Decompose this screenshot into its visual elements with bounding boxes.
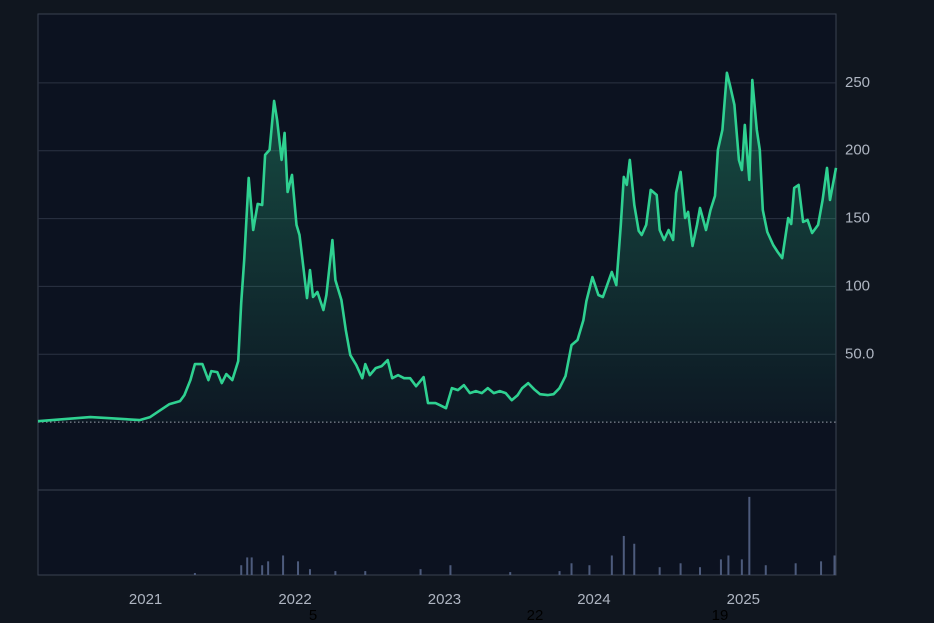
y-tick-label: 250: [845, 74, 870, 91]
bottom-label: 22: [527, 607, 544, 623]
volume-bar: [282, 555, 285, 575]
volume-bar: [820, 561, 823, 575]
volume-bar: [699, 567, 702, 575]
x-tick-label: 2023: [428, 591, 461, 608]
x-tick-label: 2022: [278, 591, 311, 608]
bottom-label: 5: [309, 607, 317, 623]
volume-bar: [240, 565, 243, 575]
volume-bar: [794, 563, 797, 575]
volume-bar: [658, 567, 661, 575]
x-tick-label: 2021: [129, 591, 162, 608]
x-tick-label: 2025: [727, 591, 760, 608]
volume-bar: [261, 565, 264, 575]
volume-bar: [250, 557, 253, 575]
volume-bar: [297, 561, 300, 575]
volume-bar: [449, 565, 452, 575]
volume-bar: [633, 543, 636, 575]
volume-bar: [558, 571, 561, 575]
volume-bar: [334, 571, 337, 575]
y-tick-label: 50.0: [845, 345, 874, 362]
volume-bar: [193, 573, 196, 575]
volume-bar: [727, 555, 730, 575]
y-tick-label: 100: [845, 277, 870, 294]
volume-bar: [267, 561, 270, 575]
bottom-label: 19: [712, 607, 729, 623]
y-tick-label: 200: [845, 142, 870, 159]
volume-bar: [308, 569, 311, 575]
volume-bar: [833, 555, 836, 575]
volume-bar: [764, 565, 767, 575]
volume-bar: [740, 559, 743, 575]
volume-bar: [364, 571, 367, 575]
price-area: [38, 72, 836, 423]
volume-bar: [509, 572, 512, 575]
y-tick-label: 150: [845, 210, 870, 227]
volume-bar: [748, 496, 751, 575]
volume-bar: [588, 565, 591, 575]
volume-bar: [419, 569, 422, 575]
price-line: [37, 71, 838, 423]
volume-bar: [246, 557, 249, 575]
volume-bar: [622, 535, 625, 575]
volume-bar: [679, 563, 682, 575]
volume-bar: [610, 555, 613, 575]
x-tick-label: 2024: [577, 591, 610, 608]
volume-bar: [570, 563, 573, 575]
volume-bar: [719, 559, 722, 575]
